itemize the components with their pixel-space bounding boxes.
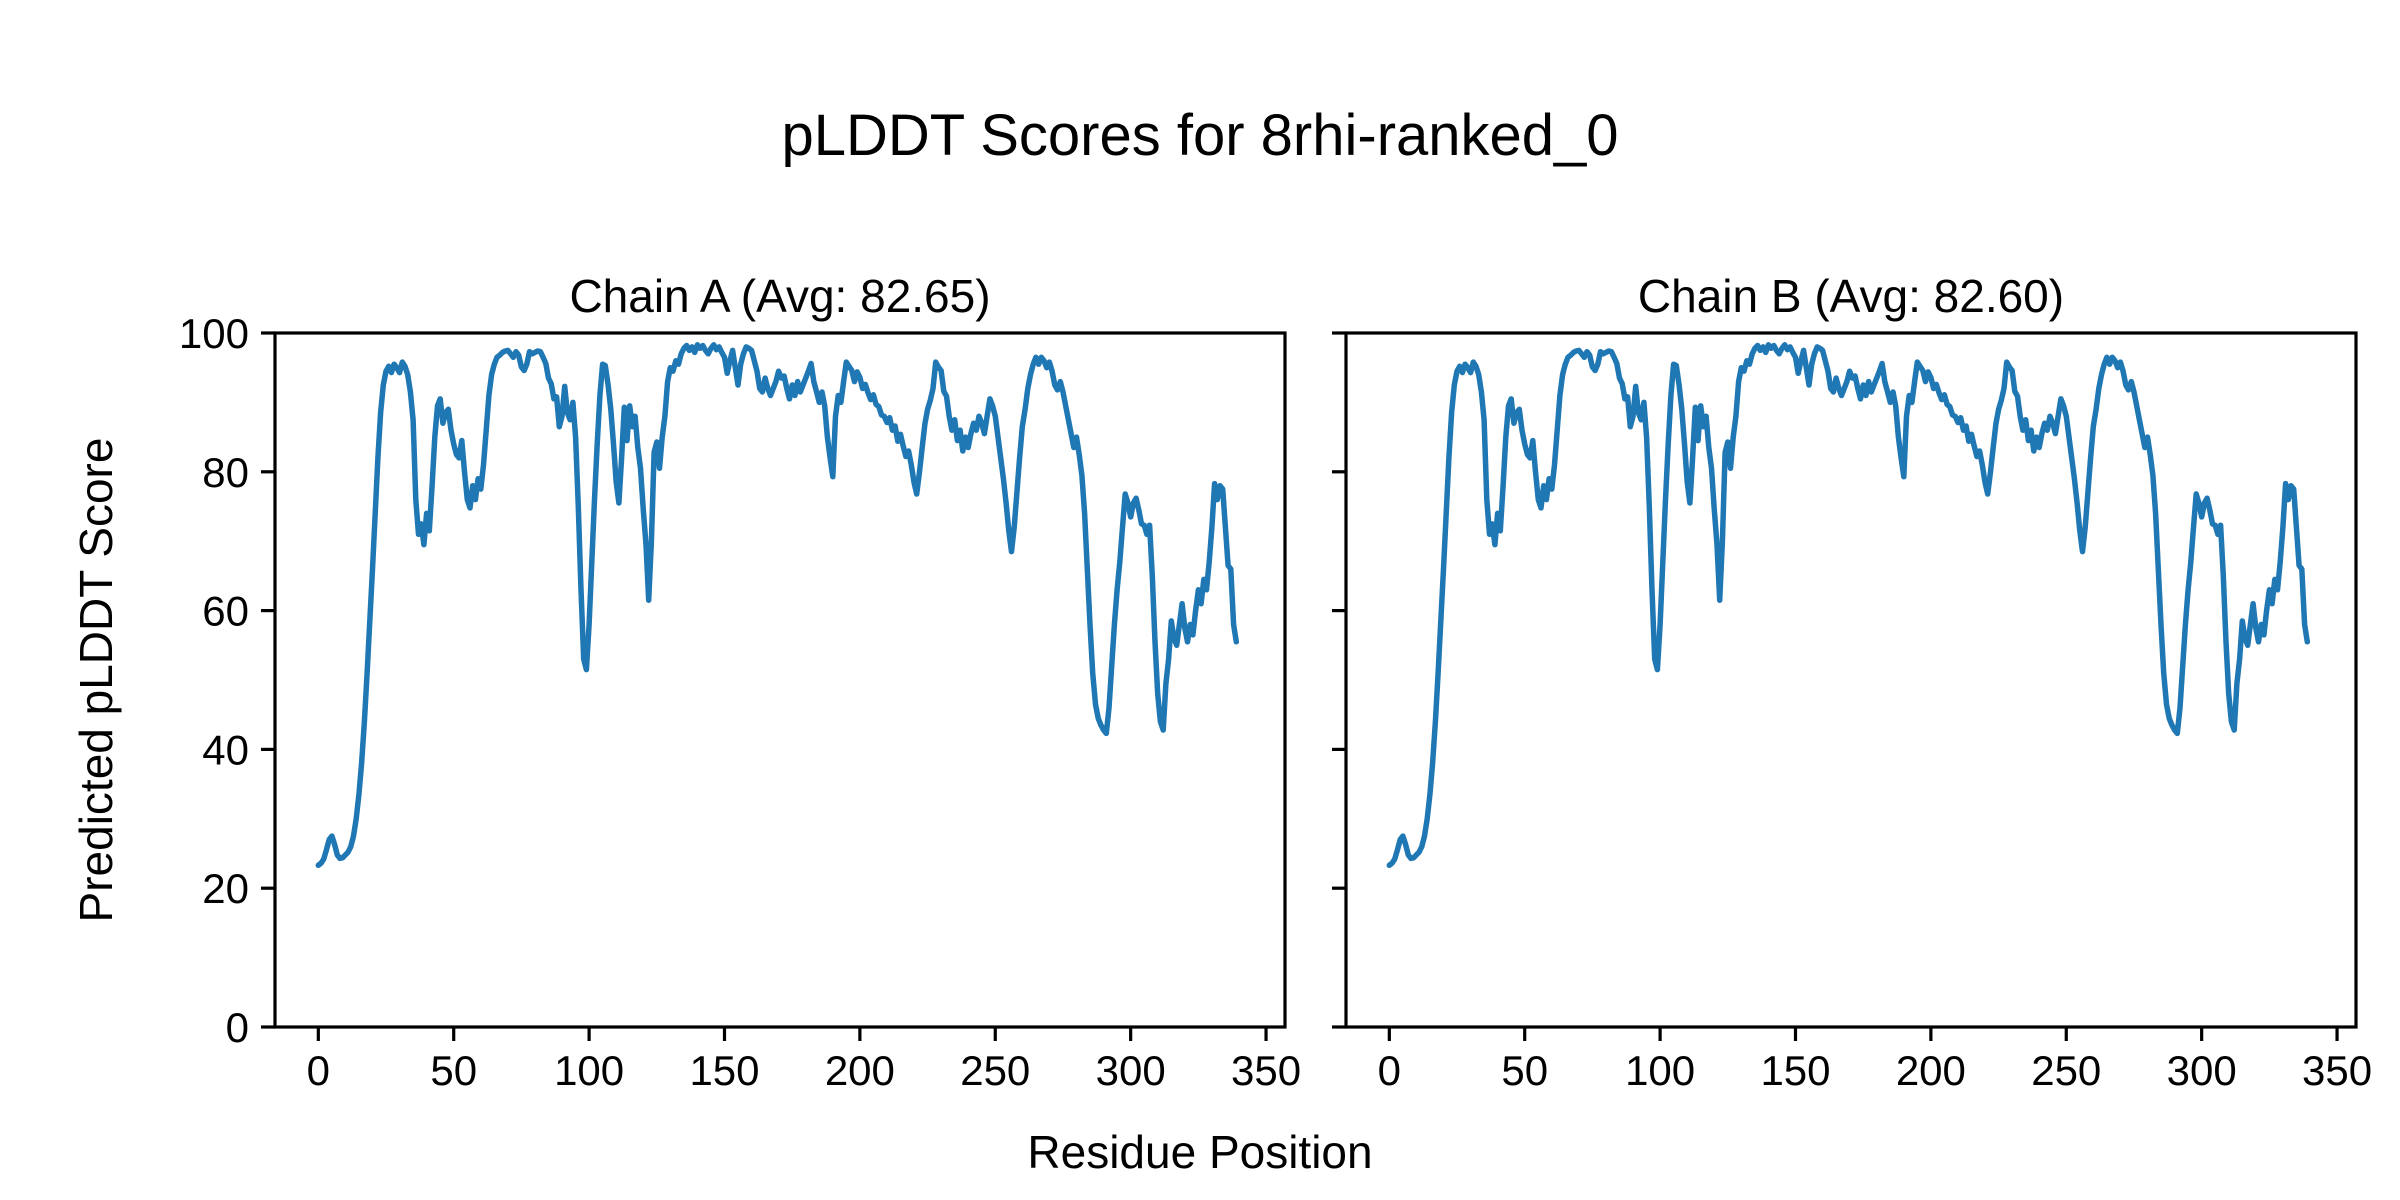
x-tick-label: 0 — [1378, 1047, 1401, 1094]
y-axis-label: Predicted pLDDT Score — [70, 438, 122, 923]
axes-spines — [273, 331, 1287, 1029]
subplot-chain-b-axes: 0 50 100 150 200 250 300 350 — [1332, 331, 2372, 1094]
x-tick-label: 300 — [1096, 1047, 1166, 1094]
x-tick-label: 50 — [430, 1047, 477, 1094]
y-tick-label: 0 — [226, 1004, 249, 1051]
y-tick-label: 100 — [179, 310, 249, 357]
plddt-line — [315, 342, 1240, 869]
x-tick-label: 150 — [689, 1047, 759, 1094]
x-tick-label: 200 — [825, 1047, 895, 1094]
x-tick-label: 50 — [1501, 1047, 1548, 1094]
x-tick-label: 300 — [2167, 1047, 2237, 1094]
subplot-a-title: Chain A (Avg: 82.65) — [569, 270, 990, 322]
y-tick-label: 40 — [202, 726, 249, 773]
x-tick-label: 0 — [307, 1047, 330, 1094]
x-tick-label: 100 — [554, 1047, 624, 1094]
y-tick-label: 80 — [202, 449, 249, 496]
x-tick-label: 150 — [1760, 1047, 1830, 1094]
x-tick-label: 250 — [960, 1047, 1030, 1094]
plddt-line — [1386, 342, 2311, 869]
x-tick-label: 350 — [1231, 1047, 1301, 1094]
y-tick-label: 20 — [202, 865, 249, 912]
x-tick-label: 350 — [2302, 1047, 2372, 1094]
subplot-b-title: Chain B (Avg: 82.60) — [1638, 270, 2064, 322]
x-tick-label: 100 — [1625, 1047, 1695, 1094]
figure-suptitle: pLDDT Scores for 8rhi-ranked_0 — [781, 103, 1618, 168]
x-tick-label: 200 — [1896, 1047, 1966, 1094]
y-tick-label: 60 — [202, 588, 249, 635]
axes-spines — [1344, 331, 2358, 1029]
x-axis-label: Residue Position — [1027, 1126, 1372, 1178]
subplot-chain-a-axes: 0 50 100 150 200 250 300 350 0 20 40 60 80 100 — [179, 310, 1301, 1094]
x-tick-label: 250 — [2031, 1047, 2101, 1094]
